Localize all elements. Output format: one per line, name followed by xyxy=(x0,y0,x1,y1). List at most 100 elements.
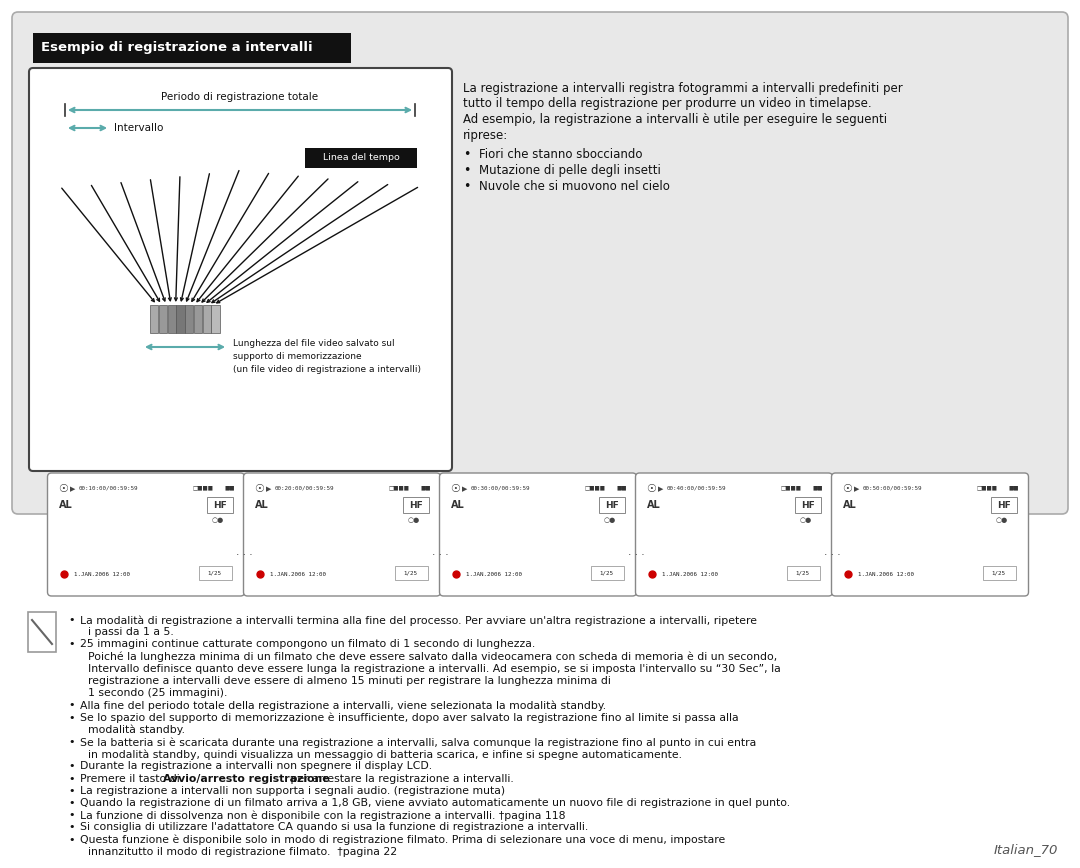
Text: HF: HF xyxy=(408,501,422,510)
Bar xyxy=(983,566,1015,580)
Bar xyxy=(212,305,219,333)
Text: AL: AL xyxy=(58,500,72,510)
Bar xyxy=(598,497,624,513)
Text: . . .: . . . xyxy=(432,547,448,556)
Text: •: • xyxy=(463,148,471,161)
Text: Linea del tempo: Linea del tempo xyxy=(323,154,400,162)
Text: Durante la registrazione a intervalli non spegnere il display LCD.: Durante la registrazione a intervalli no… xyxy=(80,761,432,772)
Text: □■■■: □■■■ xyxy=(192,485,214,490)
Text: (un file video di registrazione a intervalli): (un file video di registrazione a interv… xyxy=(233,365,421,374)
Text: •: • xyxy=(68,640,75,649)
Bar xyxy=(167,305,176,333)
Text: 1.JAN.2006 12:00: 1.JAN.2006 12:00 xyxy=(661,571,717,576)
Text: ☉: ☉ xyxy=(647,484,657,494)
Text: innanzitutto il modo di registrazione filmato.  †pagina 22: innanzitutto il modo di registrazione fi… xyxy=(87,847,397,857)
Text: 00:10:00/00:59:59: 00:10:00/00:59:59 xyxy=(79,485,138,490)
Text: □■■■: □■■■ xyxy=(389,485,409,490)
Text: ▶: ▶ xyxy=(69,486,75,492)
Text: Nuvole che si muovono nel cielo: Nuvole che si muovono nel cielo xyxy=(480,180,670,193)
Text: ▶: ▶ xyxy=(853,486,859,492)
Text: ■■: ■■ xyxy=(1009,485,1020,490)
Text: Quando la registrazione di un filmato arriva a 1,8 GB, viene avviato automaticam: Quando la registrazione di un filmato ar… xyxy=(80,798,791,808)
Text: □■■■: □■■■ xyxy=(584,485,606,490)
FancyBboxPatch shape xyxy=(440,473,636,596)
Text: ■■: ■■ xyxy=(617,485,627,490)
Text: ▶: ▶ xyxy=(658,486,663,492)
Text: Esempio di registrazione a intervalli: Esempio di registrazione a intervalli xyxy=(41,42,312,55)
Text: supporto di memorizzazione: supporto di memorizzazione xyxy=(233,352,362,361)
Text: Premere il tasto di: Premere il tasto di xyxy=(80,773,184,784)
Text: ■■: ■■ xyxy=(812,485,823,490)
Text: ○●: ○● xyxy=(996,517,1008,523)
Text: •: • xyxy=(463,164,471,177)
Text: ☉: ☉ xyxy=(842,484,852,494)
FancyBboxPatch shape xyxy=(48,473,244,596)
Bar xyxy=(591,566,623,580)
Bar xyxy=(185,305,193,333)
Text: 00:30:00/00:59:59: 00:30:00/00:59:59 xyxy=(471,485,530,490)
Text: ○●: ○● xyxy=(407,517,420,523)
Text: •: • xyxy=(68,761,75,772)
Text: in modalità standby, quindi visualizza un messaggio di batteria scarica, e infin: in modalità standby, quindi visualizza u… xyxy=(87,749,681,760)
Text: Poiché la lunghezza minima di un filmato che deve essere salvato dalla videocame: Poiché la lunghezza minima di un filmato… xyxy=(87,652,778,662)
Text: 1/25: 1/25 xyxy=(404,570,418,575)
Text: HF: HF xyxy=(213,501,227,510)
Text: La registrazione a intervalli non supporta i segnali audio. (registrazione muta): La registrazione a intervalli non suppor… xyxy=(80,786,505,796)
Text: Mutazione di pelle degli insetti: Mutazione di pelle degli insetti xyxy=(480,164,661,177)
Text: •: • xyxy=(68,810,75,820)
Bar xyxy=(795,497,821,513)
Text: ○●: ○● xyxy=(212,517,224,523)
Bar xyxy=(206,497,232,513)
Bar xyxy=(305,148,417,168)
Text: HF: HF xyxy=(997,501,1011,510)
Text: ■■: ■■ xyxy=(225,485,235,490)
Text: •: • xyxy=(68,615,75,625)
Text: Questa funzione è disponibile solo in modo di registrazione filmato. Prima di se: Questa funzione è disponibile solo in mo… xyxy=(80,835,726,845)
Text: AL: AL xyxy=(255,500,268,510)
Text: ▶: ▶ xyxy=(266,486,271,492)
Text: •: • xyxy=(68,822,75,832)
Text: riprese:: riprese: xyxy=(463,128,509,141)
Text: La registrazione a intervalli registra fotogrammi a intervalli predefiniti per: La registrazione a intervalli registra f… xyxy=(463,82,903,95)
Text: •: • xyxy=(68,737,75,747)
Text: . . .: . . . xyxy=(235,547,253,556)
Text: AL: AL xyxy=(842,500,856,510)
Bar xyxy=(394,566,428,580)
Text: La funzione di dissolvenza non è disponibile con la registrazione a intervalli. : La funzione di dissolvenza non è disponi… xyxy=(80,810,566,821)
Text: Se lo spazio del supporto di memorizzazione è insufficiente, dopo aver salvato l: Se lo spazio del supporto di memorizzazi… xyxy=(80,713,739,723)
Bar xyxy=(203,305,211,333)
FancyBboxPatch shape xyxy=(29,68,453,471)
Text: tutto il tempo della registrazione per produrre un video in timelapse.: tutto il tempo della registrazione per p… xyxy=(463,97,872,110)
Text: registrazione a intervalli deve essere di almeno 15 minuti per registrare la lun: registrazione a intervalli deve essere d… xyxy=(87,676,611,686)
Text: 1.JAN.2006 12:00: 1.JAN.2006 12:00 xyxy=(73,571,130,576)
Text: Avvio/arresto registrazione: Avvio/arresto registrazione xyxy=(163,773,329,784)
Text: Italian_70: Italian_70 xyxy=(994,843,1058,856)
Text: i passi da 1 a 5.: i passi da 1 a 5. xyxy=(87,628,174,637)
Text: 00:50:00/00:59:59: 00:50:00/00:59:59 xyxy=(863,485,922,490)
Text: per arrestare la registrazione a intervalli.: per arrestare la registrazione a interva… xyxy=(287,773,514,784)
Bar xyxy=(159,305,167,333)
Text: AL: AL xyxy=(647,500,660,510)
Text: ☉: ☉ xyxy=(58,484,68,494)
Text: •: • xyxy=(68,773,75,784)
Text: ☉: ☉ xyxy=(255,484,265,494)
Bar xyxy=(150,305,159,333)
FancyBboxPatch shape xyxy=(12,12,1068,514)
Bar xyxy=(176,305,185,333)
Text: 1/25: 1/25 xyxy=(796,570,810,575)
Text: 1.JAN.2006 12:00: 1.JAN.2006 12:00 xyxy=(465,571,522,576)
Text: •: • xyxy=(68,786,75,796)
Text: Fiori che stanno sbocciando: Fiori che stanno sbocciando xyxy=(480,148,643,161)
Text: 00:40:00/00:59:59: 00:40:00/00:59:59 xyxy=(666,485,726,490)
Text: Ad esempio, la registrazione a intervalli è utile per eseguire le seguenti: Ad esempio, la registrazione a intervall… xyxy=(463,113,887,126)
Text: AL: AL xyxy=(450,500,464,510)
Text: •: • xyxy=(68,700,75,710)
Text: •: • xyxy=(463,180,471,193)
Text: Periodo di registrazione totale: Periodo di registrazione totale xyxy=(161,92,319,102)
Text: 1/25: 1/25 xyxy=(599,570,613,575)
Bar xyxy=(199,566,231,580)
Text: •: • xyxy=(68,798,75,808)
FancyBboxPatch shape xyxy=(832,473,1028,596)
Text: . . .: . . . xyxy=(824,547,840,556)
Text: 25 immagini continue catturate compongono un filmato di 1 secondo di lunghezza.: 25 immagini continue catturate compongon… xyxy=(80,640,536,649)
